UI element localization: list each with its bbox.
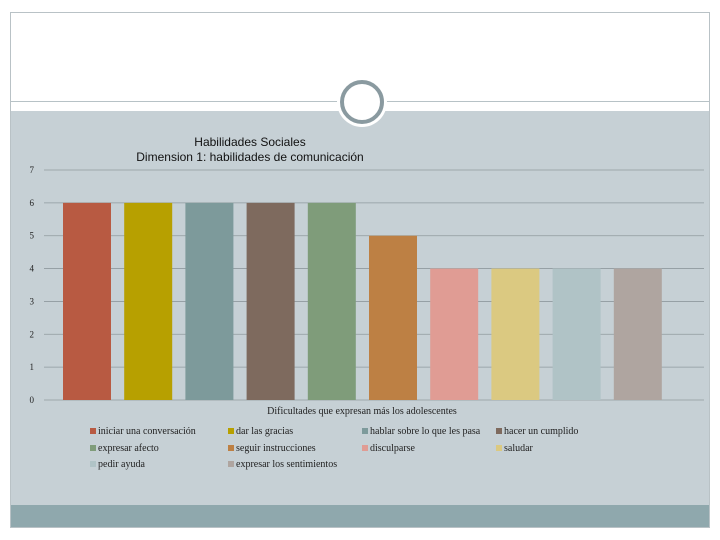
- legend-swatch: [362, 428, 368, 434]
- y-tick-label: 1: [30, 362, 35, 372]
- chart-title-line-1: Habilidades Sociales: [194, 135, 306, 149]
- legend-item: pedir ayuda: [90, 459, 145, 470]
- legend-item: disculparse: [362, 443, 415, 454]
- legend-swatch: [496, 428, 502, 434]
- legend-swatch: [228, 445, 234, 451]
- legend-label: saludar: [504, 443, 533, 454]
- legend-swatch: [496, 445, 502, 451]
- legend-label: expresar afecto: [98, 443, 159, 454]
- bar-dar-las-gracias[interactable]: [124, 202, 173, 400]
- legend-swatch: [362, 445, 368, 451]
- legend-item: seguir instrucciones: [228, 443, 316, 454]
- legend-swatch: [90, 428, 96, 434]
- legend-label: hablar sobre lo que les pasa: [370, 426, 481, 437]
- legend-item: iniciar una conversación: [90, 426, 196, 437]
- legend-label: dar las gracias: [236, 426, 294, 437]
- bar-hacer-un-cumplido[interactable]: [246, 202, 295, 400]
- legend-swatch: [90, 461, 96, 467]
- legend-label: disculparse: [370, 443, 415, 454]
- legend-item: dar las gracias: [228, 426, 293, 437]
- bar-seguir-instrucciones[interactable]: [369, 235, 417, 400]
- bar-pedir-ayuda[interactable]: [552, 268, 601, 400]
- y-tick-label: 7: [30, 165, 35, 175]
- legend-item: saludar: [496, 443, 533, 454]
- bar-expresar-afecto[interactable]: [307, 202, 356, 400]
- y-tick-label: 3: [30, 296, 35, 306]
- y-tick-label: 5: [30, 231, 35, 241]
- bar-saludar[interactable]: [491, 268, 540, 400]
- bar-disculparse[interactable]: [430, 268, 479, 400]
- y-tick-label: 6: [30, 198, 35, 208]
- legend-item: hablar sobre lo que les pasa: [362, 426, 480, 437]
- x-axis-label: Dificultades que expresan más los adoles…: [267, 406, 457, 417]
- decorative-circle-icon: [340, 80, 384, 124]
- legend-label: pedir ayuda: [98, 459, 145, 470]
- footer-band: [11, 505, 709, 527]
- legend-label: hacer un cumplido: [504, 426, 579, 437]
- y-tick-label: 4: [30, 264, 35, 274]
- legend-label: seguir instrucciones: [236, 443, 316, 454]
- legend-label: iniciar una conversación: [98, 426, 196, 437]
- legend-label: expresar los sentimientos: [236, 459, 338, 470]
- y-tick-label: 0: [30, 395, 35, 405]
- bar-expresar-los-sentimientos[interactable]: [613, 268, 662, 400]
- bar-hablar-sobre-lo-que-les-pasa[interactable]: [185, 202, 234, 400]
- legend-item: expresar los sentimientos: [228, 459, 337, 470]
- y-tick-label: 2: [30, 329, 35, 339]
- legend-item: hacer un cumplido: [496, 426, 578, 437]
- chart-title-line-2: Dimension 1: habilidades de comunicación: [136, 150, 364, 164]
- legend-swatch: [228, 428, 234, 434]
- legend-item: expresar afecto: [90, 443, 159, 454]
- legend-swatch: [228, 461, 234, 467]
- bar-iniciar-una-conversaci-n[interactable]: [63, 202, 111, 400]
- legend-swatch: [90, 445, 96, 451]
